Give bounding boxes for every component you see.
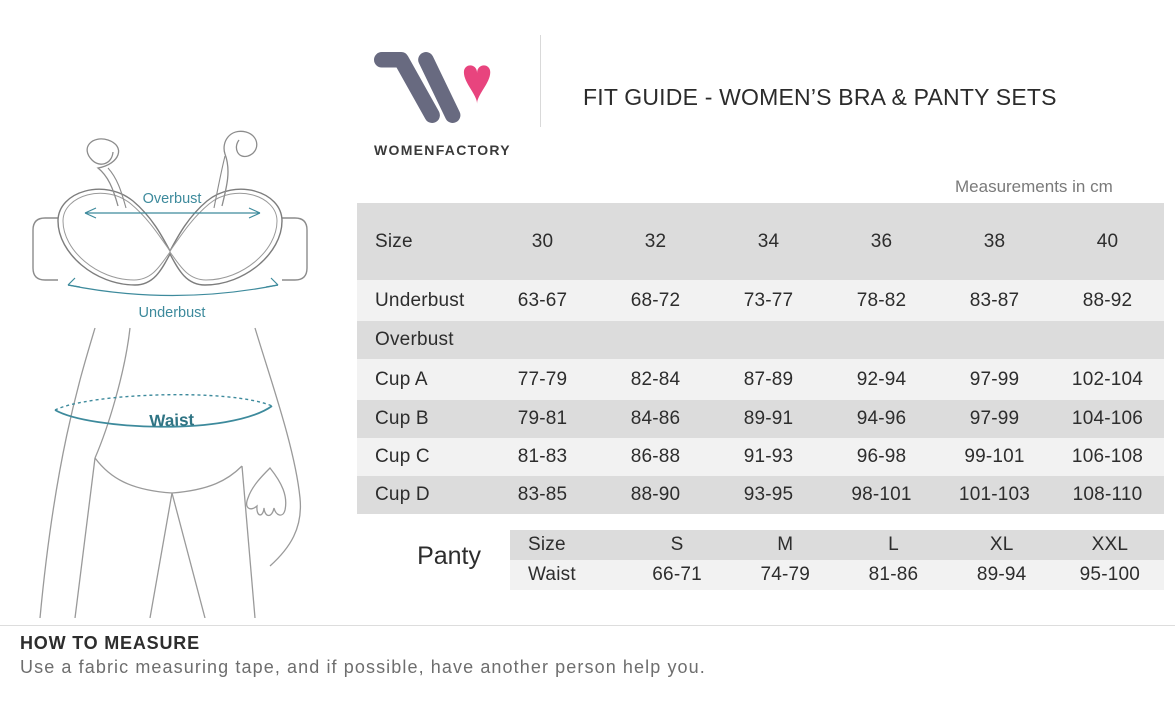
svg-text:Overbust: Overbust [143, 191, 202, 207]
svg-text:Waist: Waist [149, 410, 195, 431]
